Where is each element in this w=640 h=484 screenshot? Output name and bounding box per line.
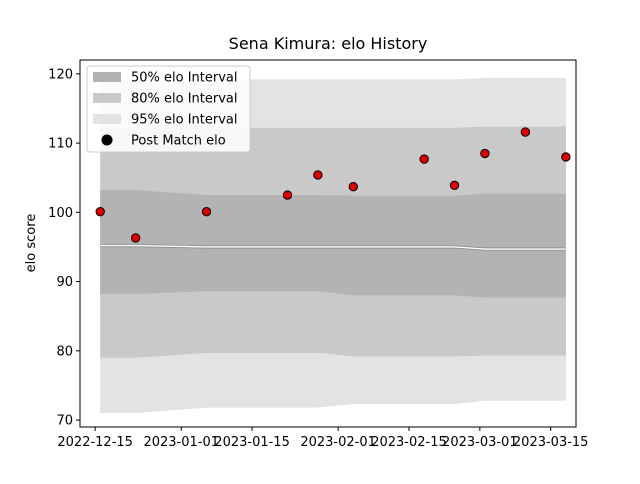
legend-swatch — [93, 93, 121, 103]
data-point — [348, 182, 359, 192]
x-tick-label: 2023-01-01 — [143, 435, 219, 450]
x-tick-label: 2023-02-15 — [371, 435, 447, 450]
y-tick-label: 90 — [56, 275, 73, 290]
data-point — [201, 206, 212, 217]
legend-label: 80% elo Interval — [131, 92, 238, 107]
legend-label: 95% elo Interval — [131, 113, 238, 128]
axes-frame — [79, 59, 577, 428]
y-axis-label: elo score — [24, 214, 39, 273]
legend-swatch — [93, 114, 121, 124]
data-point — [561, 152, 571, 162]
data-point — [520, 127, 531, 137]
mean-line — [100, 244, 566, 250]
y-tick-label: 110 — [48, 137, 73, 152]
y-tick-label: 120 — [48, 67, 73, 82]
data-point — [282, 190, 293, 200]
legend-box — [86, 65, 251, 153]
data-point — [419, 154, 429, 164]
y-tick-label: 70 — [56, 414, 73, 429]
chart-title: Sena Kimura: elo History — [229, 34, 428, 53]
band-50 — [100, 190, 566, 298]
x-tick-label: 2022-12-15 — [57, 435, 133, 450]
x-tick-label: 2023-01-15 — [214, 435, 290, 450]
data-point — [313, 170, 323, 180]
x-tick-label: 2023-03-01 — [442, 435, 518, 450]
x-tick-label: 2023-03-15 — [513, 435, 589, 450]
legend-swatch — [93, 72, 121, 82]
legend-marker-icon — [101, 134, 113, 146]
data-point — [449, 180, 460, 191]
legend-label: 50% elo Interval — [131, 71, 238, 86]
y-tick-label: 80 — [56, 344, 73, 359]
x-tick-label: 2023-02-01 — [300, 435, 376, 450]
data-point — [130, 233, 141, 243]
data-point — [480, 148, 490, 159]
y-tick-label: 100 — [48, 206, 73, 221]
legend-label: Post Match elo — [131, 134, 226, 149]
data-point — [95, 206, 105, 217]
